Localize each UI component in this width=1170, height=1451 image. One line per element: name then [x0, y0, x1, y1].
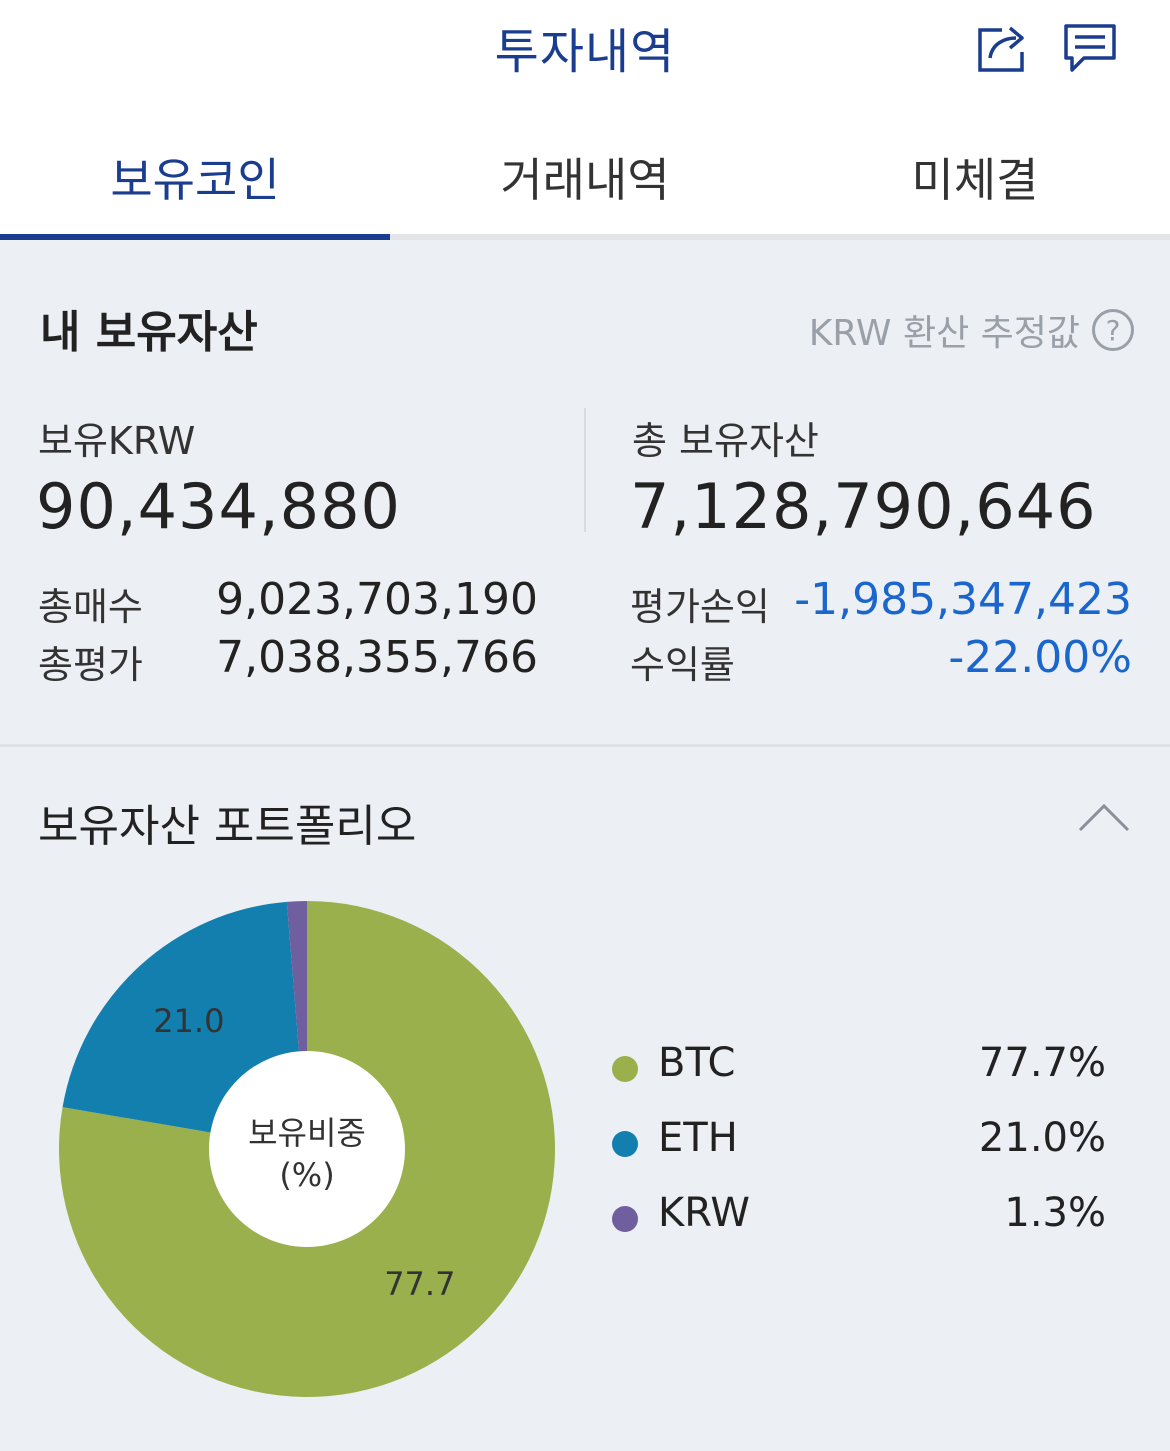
- legend-dot-eth: [612, 1131, 638, 1157]
- legend-value: 77.7%: [978, 1040, 1106, 1086]
- center-label-line2: (%): [279, 1156, 334, 1194]
- legend-name: KRW: [658, 1190, 750, 1236]
- legend-item-krw: KRW 1.3%: [612, 1190, 1112, 1250]
- held-krw-label: 보유KRW: [38, 419, 196, 463]
- share-icon[interactable]: [972, 18, 1032, 78]
- total-assets-label: 총 보유자산: [632, 419, 819, 463]
- portfolio-donut-chart: 보유비중 (%) 77.7 21.0: [58, 901, 555, 1397]
- legend-name: ETH: [658, 1115, 738, 1161]
- krw-estimate-label: KRW 환산 추정값: [808, 313, 1080, 354]
- divider: [584, 408, 586, 532]
- total-eval-value: 7,038,355,766: [216, 632, 538, 683]
- tab-trade-history[interactable]: 거래내역: [500, 153, 670, 207]
- my-assets-title: 내 보유자산: [40, 307, 258, 358]
- page-title: 투자내역: [494, 24, 676, 80]
- help-icon[interactable]: ?: [1092, 309, 1134, 351]
- total-buy-label: 총매수: [38, 585, 143, 629]
- total-buy-value: 9,023,703,190: [216, 574, 538, 625]
- pie-label-eth: 21.0: [153, 1002, 224, 1040]
- pie-label-btc: 77.7: [384, 1265, 455, 1303]
- total-eval-label: 총평가: [38, 643, 143, 687]
- pnl-label: 평가손익: [630, 585, 770, 629]
- portfolio-title: 보유자산 포트폴리오: [38, 801, 417, 852]
- krw-estimate-note[interactable]: KRW 환산 추정값 ?: [809, 304, 1134, 356]
- section-divider: [0, 744, 1170, 747]
- legend-dot-krw: [612, 1206, 638, 1232]
- active-tab-indicator: [0, 234, 390, 240]
- center-label-line1: 보유비중: [248, 1114, 366, 1152]
- legend-item-btc: BTC 77.7%: [612, 1040, 1112, 1100]
- tab-holdings[interactable]: 보유코인: [110, 153, 280, 207]
- chat-icon[interactable]: [1060, 18, 1120, 78]
- legend-name: BTC: [658, 1040, 736, 1086]
- app-header: 투자내역: [0, 0, 1170, 100]
- tab-bar: 보유코인 거래내역 미체결: [0, 100, 1170, 240]
- legend-value: 21.0%: [978, 1115, 1106, 1161]
- chevron-up-icon[interactable]: [1078, 800, 1130, 832]
- legend-value: 1.3%: [1004, 1190, 1106, 1236]
- return-label: 수익률: [630, 643, 735, 687]
- held-krw-value: 90,434,880: [36, 470, 401, 543]
- donut-hole: [209, 1051, 405, 1247]
- pnl-value: -1,985,347,423: [794, 574, 1132, 625]
- return-value: -22.00%: [948, 632, 1132, 683]
- legend-dot-btc: [612, 1056, 638, 1082]
- tab-open-orders[interactable]: 미체결: [911, 153, 1039, 207]
- legend-item-eth: ETH 21.0%: [612, 1115, 1112, 1175]
- total-assets-value: 7,128,790,646: [630, 470, 1097, 543]
